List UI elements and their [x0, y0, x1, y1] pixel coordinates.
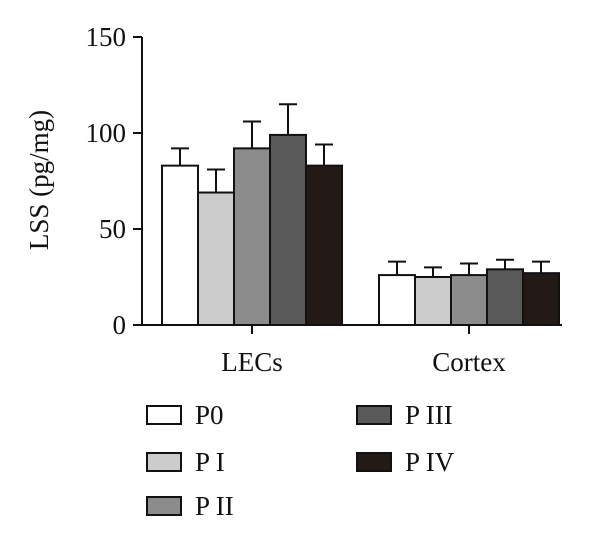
bar-cortex-p0	[378, 274, 416, 326]
legend: P0 P I P II P III P IV	[146, 400, 455, 521]
legend-item: P0	[146, 400, 224, 430]
legend-item: P I	[146, 447, 225, 477]
y-tick-label: 100	[86, 118, 127, 148]
y-tick-label: 150	[86, 22, 127, 52]
bar-cortex-pi	[414, 276, 452, 326]
legend-label: P I	[195, 447, 225, 477]
legend-label: P III	[405, 400, 453, 430]
legend-swatch	[146, 452, 182, 472]
legend-label: P II	[195, 491, 234, 521]
legend-label: P IV	[405, 447, 455, 477]
y-tick-label: 50	[99, 214, 126, 244]
legend-item: P III	[356, 400, 453, 430]
bar-cortex-pii	[450, 274, 488, 326]
x-tick-label: Cortex	[432, 347, 506, 377]
legend-item: P IV	[356, 447, 455, 477]
y-tick-label: 0	[113, 310, 127, 340]
x-tick-label: LECs	[221, 347, 283, 377]
bar-lecs-piv	[305, 164, 343, 326]
legend-label: P0	[195, 400, 224, 430]
bar-lecs-pi	[197, 191, 235, 326]
legend-swatch	[146, 496, 182, 516]
bar-lecs-pii	[233, 147, 271, 326]
bar-lecs-piii	[269, 133, 307, 326]
bar-cortex-piii	[486, 268, 524, 327]
legend-swatch	[356, 452, 392, 472]
bar-lecs-p0	[161, 164, 199, 326]
bar-cortex-piv	[522, 272, 560, 327]
legend-swatch	[356, 405, 392, 425]
legend-item: P II	[146, 491, 234, 521]
plot-area: 0 50 100 150 LECs Cortex	[86, 22, 562, 377]
y-axis-label: LSS (pg/mg)	[24, 110, 54, 250]
legend-swatch	[146, 405, 182, 425]
